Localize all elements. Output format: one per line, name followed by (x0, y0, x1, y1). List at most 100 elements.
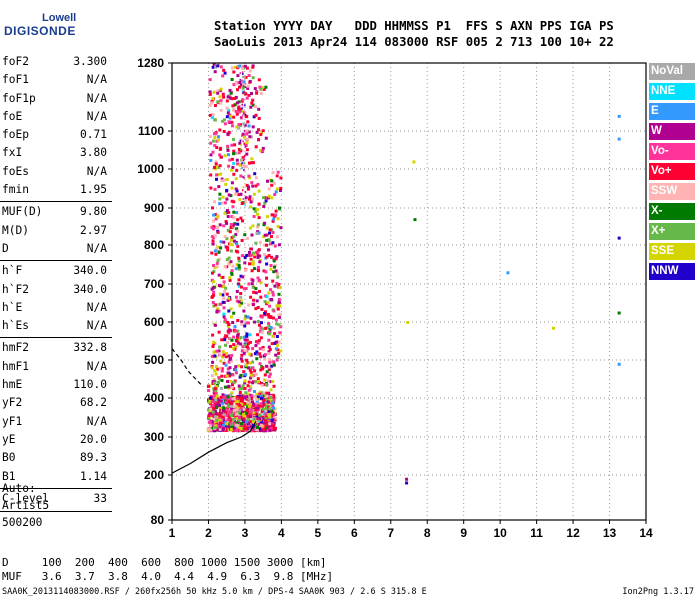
echo-point (259, 281, 263, 284)
echo-point (276, 235, 279, 239)
echo-point (212, 213, 216, 217)
echo-point (267, 323, 271, 327)
echo-point (263, 357, 267, 361)
echo-point (248, 226, 252, 230)
x-tick-label: 13 (603, 526, 617, 540)
param-row: B0 89.3 (0, 450, 112, 468)
echo-point (221, 293, 225, 297)
echo-point (237, 108, 241, 112)
param-row: hmF2 332.8 (0, 340, 112, 358)
param-row: foEs N/A (0, 164, 112, 182)
echo-point (234, 267, 238, 271)
echo-point (210, 295, 214, 299)
echo-point (247, 303, 251, 307)
echo-point (237, 151, 241, 155)
echo-point (264, 398, 268, 402)
isolated-echo (552, 326, 556, 330)
echo-point (215, 349, 219, 353)
echo-point (275, 340, 279, 344)
echo-point (254, 105, 257, 109)
auto-label: Auto: (2, 482, 36, 495)
echo-point (225, 106, 229, 110)
echo-point (228, 88, 232, 92)
echo-point (233, 103, 237, 107)
param-row: foF1p N/A (0, 91, 112, 109)
echo-point (242, 156, 244, 159)
echo-point (265, 262, 269, 266)
echo-point (268, 413, 272, 417)
x-tick-label: 12 (566, 526, 580, 540)
echo-point (235, 112, 239, 116)
echo-point (265, 302, 268, 306)
echo-point (229, 96, 233, 100)
echo-point (212, 406, 215, 410)
echo-point (232, 137, 235, 141)
echo-point (238, 141, 242, 145)
echo-point (277, 243, 281, 247)
echo-point (237, 300, 241, 304)
echo-point (210, 99, 214, 103)
echo-point (259, 402, 263, 406)
echo-point (275, 281, 279, 285)
echo-point (240, 123, 242, 126)
echo-point (237, 278, 241, 282)
echo-point (238, 163, 242, 167)
echo-point (273, 332, 277, 336)
echo-point (225, 292, 229, 296)
echo-point (239, 174, 243, 178)
echo-point (219, 407, 223, 411)
echo-point (211, 410, 215, 414)
echo-point (261, 146, 265, 150)
echo-point (244, 314, 248, 318)
echo-point (230, 143, 234, 147)
echo-point (219, 302, 223, 306)
echo-point (250, 269, 254, 273)
echo-point (250, 394, 254, 398)
echo-point (216, 367, 220, 371)
param-value: N/A (86, 164, 107, 178)
echo-point (274, 213, 278, 217)
echo-point (262, 348, 265, 352)
echo-point (256, 208, 260, 212)
echo-point (254, 403, 258, 407)
echo-point (221, 119, 225, 123)
echo-point (271, 290, 275, 294)
echo-point (218, 95, 222, 99)
echo-point (239, 139, 242, 142)
echo-point (251, 278, 255, 282)
echo-point (263, 378, 267, 382)
echo-point (262, 205, 266, 208)
echo-point (226, 380, 230, 383)
echo-point (265, 423, 269, 427)
echo-point (219, 418, 223, 422)
echo-point (274, 347, 278, 351)
echo-point (220, 177, 224, 181)
echo-point (237, 256, 241, 260)
echo-point (267, 352, 271, 356)
echo-point (242, 186, 244, 189)
echo-point (245, 66, 249, 70)
echo-point (217, 376, 221, 380)
echo-point (278, 331, 282, 335)
echo-point (258, 413, 262, 417)
echo-point (242, 122, 246, 126)
echo-point (258, 320, 262, 324)
echo-point (229, 421, 233, 425)
echo-point (239, 342, 243, 346)
legend-item: NNW (649, 263, 695, 280)
echo-point (245, 132, 249, 136)
echo-point (241, 79, 243, 82)
echo-point (241, 98, 245, 102)
echo-point (225, 178, 229, 181)
echo-point (232, 239, 236, 243)
echo-point (269, 288, 273, 292)
echo-point (213, 409, 217, 413)
echo-point (234, 365, 238, 369)
echo-point (230, 97, 234, 101)
isolated-echoes (405, 114, 621, 485)
echo-point (264, 410, 268, 413)
echo-point (240, 192, 242, 195)
echo-point (251, 197, 254, 201)
echo-point (242, 417, 246, 421)
echo-point (264, 407, 268, 411)
